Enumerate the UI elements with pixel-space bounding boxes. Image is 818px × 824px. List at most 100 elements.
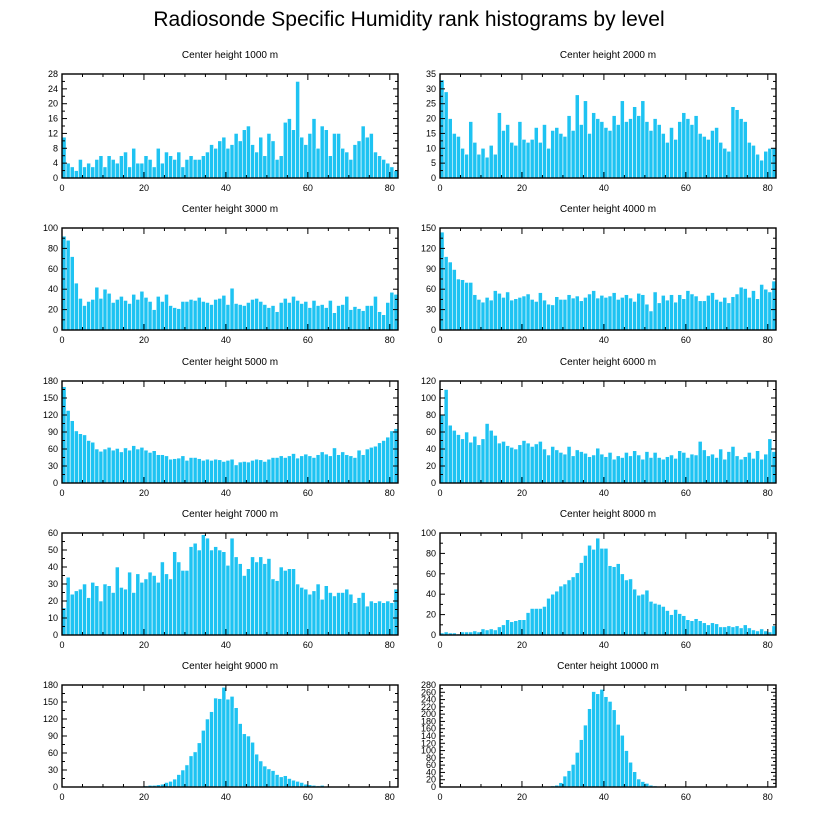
bar [619,734,625,788]
bar [579,300,584,331]
x-tick-label: 60 [681,335,691,345]
bar [164,151,169,179]
x-tick-label: 0 [437,488,442,498]
bar [94,448,100,484]
bar [151,450,157,484]
bar [501,441,506,484]
bar [673,458,678,484]
bar [730,626,736,636]
bar [344,454,350,484]
x-tick-label: 80 [385,183,395,193]
panel-2: 0 20 40 60 80 0 5 10 15 20 25 30 35 Center height 200… [426,50,777,193]
bar [734,293,740,331]
bar [747,452,752,484]
bar [525,612,531,636]
bar [665,456,670,484]
bar [192,300,198,331]
bar [344,151,350,179]
panel-6: 0 20 40 60 80 0 20 40 60 80 100 120 Center height 60… [421,357,777,498]
bar [295,457,300,484]
y-tick-label: 160 [421,724,436,734]
bar [266,768,272,788]
bar [550,304,556,331]
bar [476,153,482,179]
bar [603,696,609,788]
bar [738,286,744,331]
y-tick-label: 180 [43,680,58,690]
y-tick-label: 60 [48,444,58,454]
bar [451,269,457,331]
bar [139,290,145,331]
x-tick-label: 40 [221,183,231,193]
y-tick-label: 20 [426,610,436,620]
bar [164,455,169,484]
y-tick-label: 0 [53,173,58,183]
bar [644,121,650,179]
bar [65,410,71,484]
bar [681,452,687,484]
bar [299,303,305,331]
bar [701,622,707,636]
bar [603,456,609,484]
bar [480,438,486,484]
panel-title: Center height 10000 m [557,661,659,672]
x-tick-label: 0 [437,792,442,802]
bar [562,299,568,331]
bar [180,455,186,484]
bar [591,290,597,331]
bar [673,609,678,636]
bar [505,619,510,636]
bar [533,608,539,636]
bar [656,457,662,484]
bar [706,624,711,636]
bar [340,451,346,484]
bar [168,578,173,636]
y-tick-label: 200 [421,709,436,719]
bar [90,581,96,636]
bar [583,555,588,636]
bar [270,578,276,636]
bar [160,561,165,636]
bar [583,100,588,179]
bar [570,455,576,484]
bar [640,100,646,179]
bar [579,451,584,484]
bar [648,310,654,331]
bar [706,455,711,484]
bar [282,298,288,331]
bar [385,436,391,484]
bar [747,297,752,331]
bar [295,583,300,636]
panel-title: Center height 6000 m [560,357,656,368]
bar [579,739,584,788]
bar [69,420,75,484]
bar [583,452,588,484]
bar [607,565,613,636]
panel-title: Center height 5000 m [182,357,278,368]
bar [628,578,633,636]
bar [377,442,382,484]
bar [628,761,633,788]
bar [119,451,124,484]
bar [583,297,588,331]
bar [114,299,120,331]
bar [538,292,543,331]
bar [94,585,100,636]
bar [282,457,288,484]
bar [110,449,116,484]
bar [135,299,141,331]
bar [742,288,748,331]
y-tick-label: 16 [48,114,58,124]
bar [521,139,527,179]
bar [603,297,609,331]
bar [237,563,243,636]
bar [323,585,329,636]
bar [364,136,370,179]
bar [533,301,539,331]
bar [566,115,572,179]
bar [570,130,576,179]
bar [155,581,161,636]
x-tick-label: 80 [763,183,773,193]
bar [574,572,580,636]
bar [632,771,637,788]
